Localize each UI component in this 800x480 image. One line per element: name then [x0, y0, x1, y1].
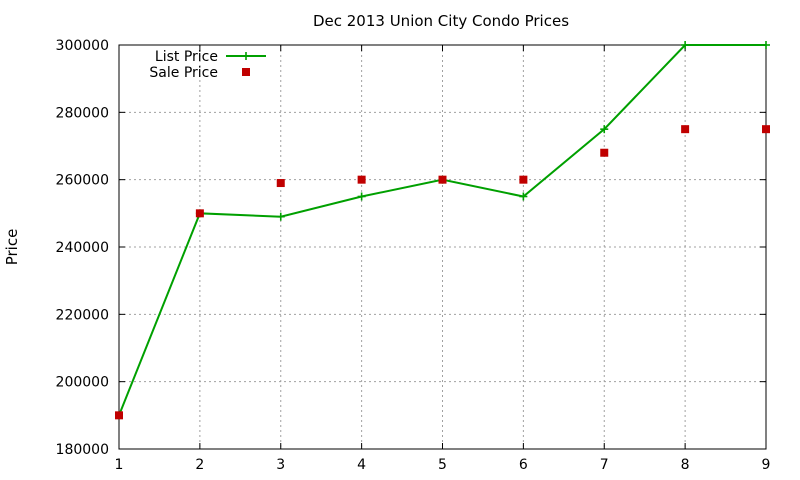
legend-label-list-price: List Price — [155, 49, 218, 65]
data-point-sale-price — [438, 175, 447, 184]
grid-layer — [119, 45, 766, 449]
x-tick-label: 1 — [115, 457, 124, 473]
data-point-sale-price — [762, 125, 770, 134]
data-point-sale-price — [276, 179, 285, 188]
data-point-list-price — [600, 125, 609, 134]
x-tick-label: 8 — [681, 457, 690, 473]
y-tick-label: 180000 — [56, 442, 109, 458]
x-tick-label: 2 — [195, 457, 204, 473]
x-tick-label: 6 — [519, 457, 528, 473]
data-point-sale-price — [357, 175, 366, 184]
x-tick-label: 7 — [600, 457, 609, 473]
data-point-sale-price — [681, 125, 690, 134]
data-point-sale-price — [195, 209, 204, 218]
y-tick-label: 280000 — [56, 105, 109, 121]
legend-marker — [242, 52, 250, 60]
legend: List Price Sale Price — [149, 49, 266, 81]
y-tick-label: 300000 — [56, 38, 109, 54]
y-tick-label: 200000 — [56, 375, 109, 391]
y-tick-label: 260000 — [56, 173, 109, 189]
ticks-layer: 1 2 3 4 5 6 7 8 9 180000 200000 220000 240000 260000 2… — [56, 38, 771, 473]
data-point-list-price — [762, 41, 770, 49]
data-point-list-price — [519, 192, 528, 201]
chart-title: Dec 2013 Union City Condo Prices — [313, 12, 569, 30]
x-tick-label: 9 — [762, 457, 771, 473]
y-axis-label: Price — [3, 229, 21, 266]
legend-symbol-sale-price — [242, 68, 250, 76]
data-point-sale-price — [519, 175, 528, 184]
data-point-sale-price — [115, 411, 123, 420]
legend-symbol-list-price — [226, 52, 266, 60]
series-layer — [115, 41, 770, 420]
data-point-sale-price — [600, 148, 609, 157]
data-point-list-price — [357, 192, 366, 201]
x-tick-label: 4 — [357, 457, 366, 473]
legend-label-sale-price: Sale Price — [149, 65, 218, 81]
x-tick-label: 3 — [276, 457, 285, 473]
data-point-list-price — [681, 41, 690, 49]
x-tick-label: 5 — [438, 457, 447, 473]
data-point-list-price — [276, 212, 285, 221]
y-tick-label: 240000 — [56, 240, 109, 256]
y-tick-label: 220000 — [56, 307, 109, 323]
legend-marker — [242, 68, 250, 76]
